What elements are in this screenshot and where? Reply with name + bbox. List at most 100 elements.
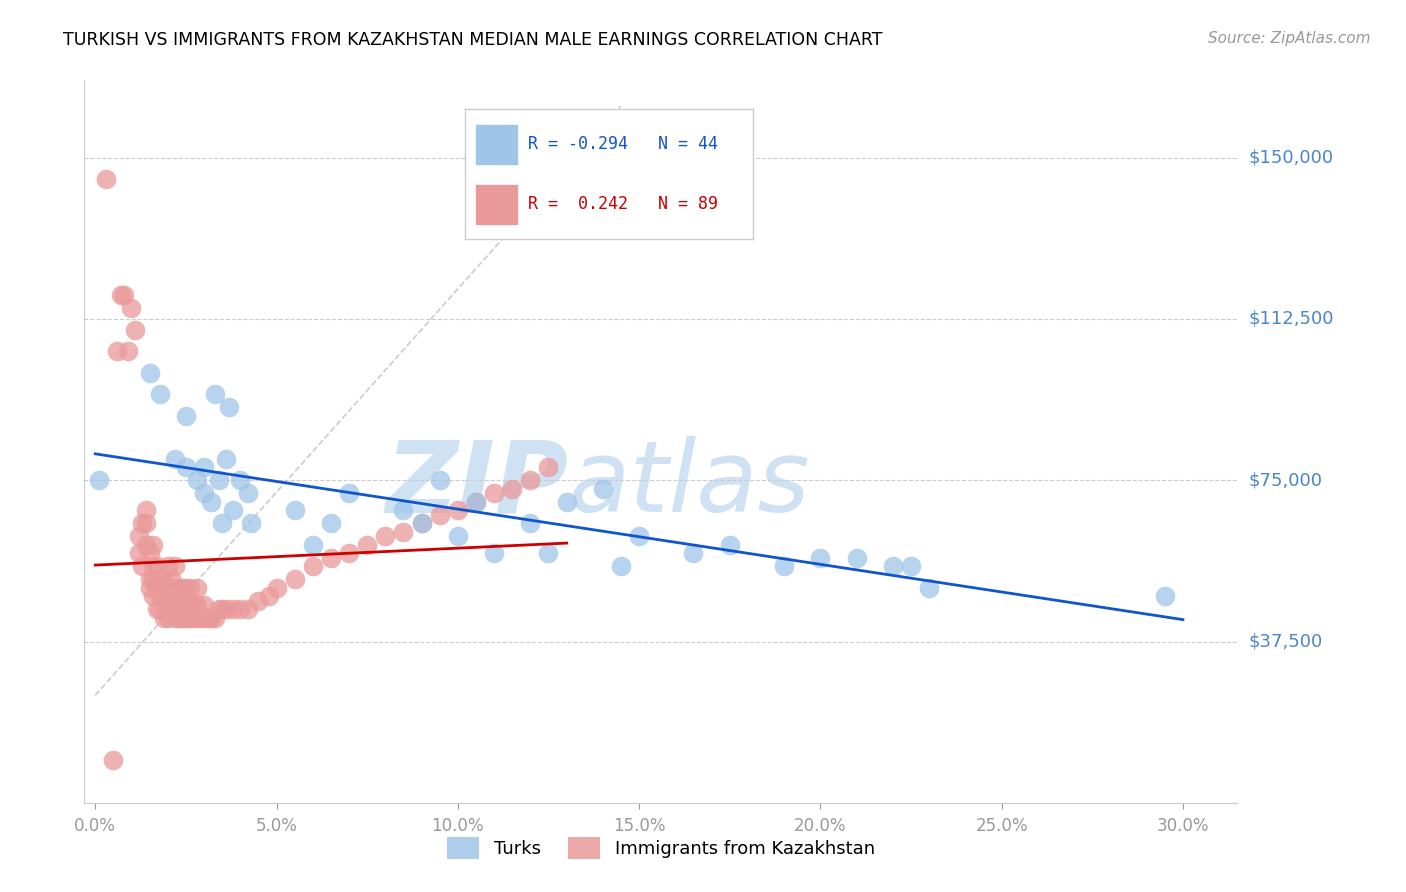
Point — [163, 611, 186, 625]
Point — [319, 550, 342, 565]
Point — [146, 581, 169, 595]
Point — [163, 581, 186, 595]
Point — [240, 516, 263, 531]
Point — [447, 529, 470, 543]
Point — [135, 538, 157, 552]
Point — [149, 387, 172, 401]
Point — [193, 460, 215, 475]
Point — [259, 590, 281, 604]
Point — [131, 516, 153, 531]
Point — [156, 611, 179, 625]
Point — [142, 590, 165, 604]
Point — [519, 473, 541, 487]
Point — [167, 581, 190, 595]
Point — [105, 344, 128, 359]
Point — [808, 550, 831, 565]
Point — [117, 344, 139, 359]
Point — [135, 516, 157, 531]
Point — [519, 516, 541, 531]
Point — [128, 546, 150, 560]
Point — [174, 409, 197, 423]
Point — [215, 451, 238, 466]
Point — [482, 546, 505, 560]
Point — [207, 473, 229, 487]
Point — [153, 593, 176, 607]
Point — [392, 524, 415, 539]
Point — [200, 611, 222, 625]
Point — [482, 486, 505, 500]
Point — [301, 538, 323, 552]
Point — [186, 473, 208, 487]
Point — [301, 559, 323, 574]
Point — [149, 572, 172, 586]
Point — [138, 581, 160, 595]
Text: ZIP: ZIP — [385, 436, 568, 533]
Point — [190, 611, 212, 625]
Point — [247, 593, 270, 607]
Point — [146, 602, 169, 616]
Text: $37,500: $37,500 — [1249, 632, 1323, 650]
Point — [447, 503, 470, 517]
Point — [222, 602, 245, 616]
Point — [882, 559, 904, 574]
Point — [1153, 590, 1175, 604]
Point — [537, 546, 560, 560]
Point — [163, 598, 186, 612]
Point — [156, 598, 179, 612]
Point — [200, 494, 222, 508]
Point — [186, 598, 208, 612]
Point — [167, 611, 190, 625]
Point — [207, 602, 229, 616]
Point — [337, 546, 360, 560]
Point — [142, 572, 165, 586]
Point — [229, 473, 252, 487]
Point — [718, 538, 741, 552]
Point — [142, 538, 165, 552]
Point — [124, 323, 146, 337]
Point — [149, 590, 172, 604]
Point — [138, 572, 160, 586]
Point — [163, 559, 186, 574]
Point — [429, 473, 451, 487]
Point — [153, 611, 176, 625]
Point — [112, 288, 135, 302]
Point — [163, 451, 186, 466]
Point — [179, 598, 201, 612]
Point — [160, 572, 183, 586]
Text: $112,500: $112,500 — [1249, 310, 1334, 328]
Point — [204, 611, 226, 625]
Text: atlas: atlas — [568, 436, 810, 533]
Point — [356, 538, 378, 552]
Point — [284, 572, 307, 586]
Point — [172, 581, 194, 595]
Point — [149, 602, 172, 616]
Point — [174, 581, 197, 595]
Point — [138, 546, 160, 560]
Point — [186, 581, 208, 595]
Point — [773, 559, 796, 574]
Point — [236, 486, 259, 500]
Point — [138, 366, 160, 380]
Point — [900, 559, 922, 574]
Point — [146, 559, 169, 574]
Point — [174, 611, 197, 625]
Point — [181, 611, 204, 625]
Point — [682, 546, 704, 560]
Point — [211, 602, 233, 616]
Point — [156, 559, 179, 574]
Point — [204, 387, 226, 401]
Point — [121, 301, 143, 316]
Point — [411, 516, 433, 531]
Point — [172, 611, 194, 625]
Point — [918, 581, 941, 595]
Point — [156, 581, 179, 595]
Point — [193, 611, 215, 625]
Point — [160, 607, 183, 621]
Point — [193, 598, 215, 612]
Text: $150,000: $150,000 — [1249, 149, 1333, 167]
Point — [501, 482, 523, 496]
Point — [211, 516, 233, 531]
Point — [172, 598, 194, 612]
Point — [592, 482, 614, 496]
Point — [94, 172, 117, 186]
